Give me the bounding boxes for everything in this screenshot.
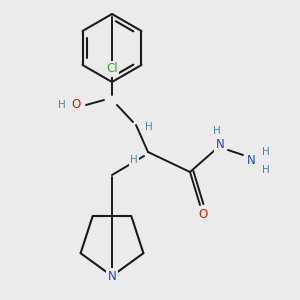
Text: O: O [198,208,208,221]
Text: H: H [58,100,66,110]
Text: N: N [247,154,255,166]
Text: H: H [262,147,270,157]
Text: H: H [213,126,221,136]
Text: H: H [262,165,270,175]
Text: N: N [108,269,116,283]
Text: H: H [145,122,153,132]
Text: H: H [130,155,138,165]
Text: O: O [71,98,81,112]
Text: Cl: Cl [106,62,118,76]
Text: N: N [216,139,224,152]
